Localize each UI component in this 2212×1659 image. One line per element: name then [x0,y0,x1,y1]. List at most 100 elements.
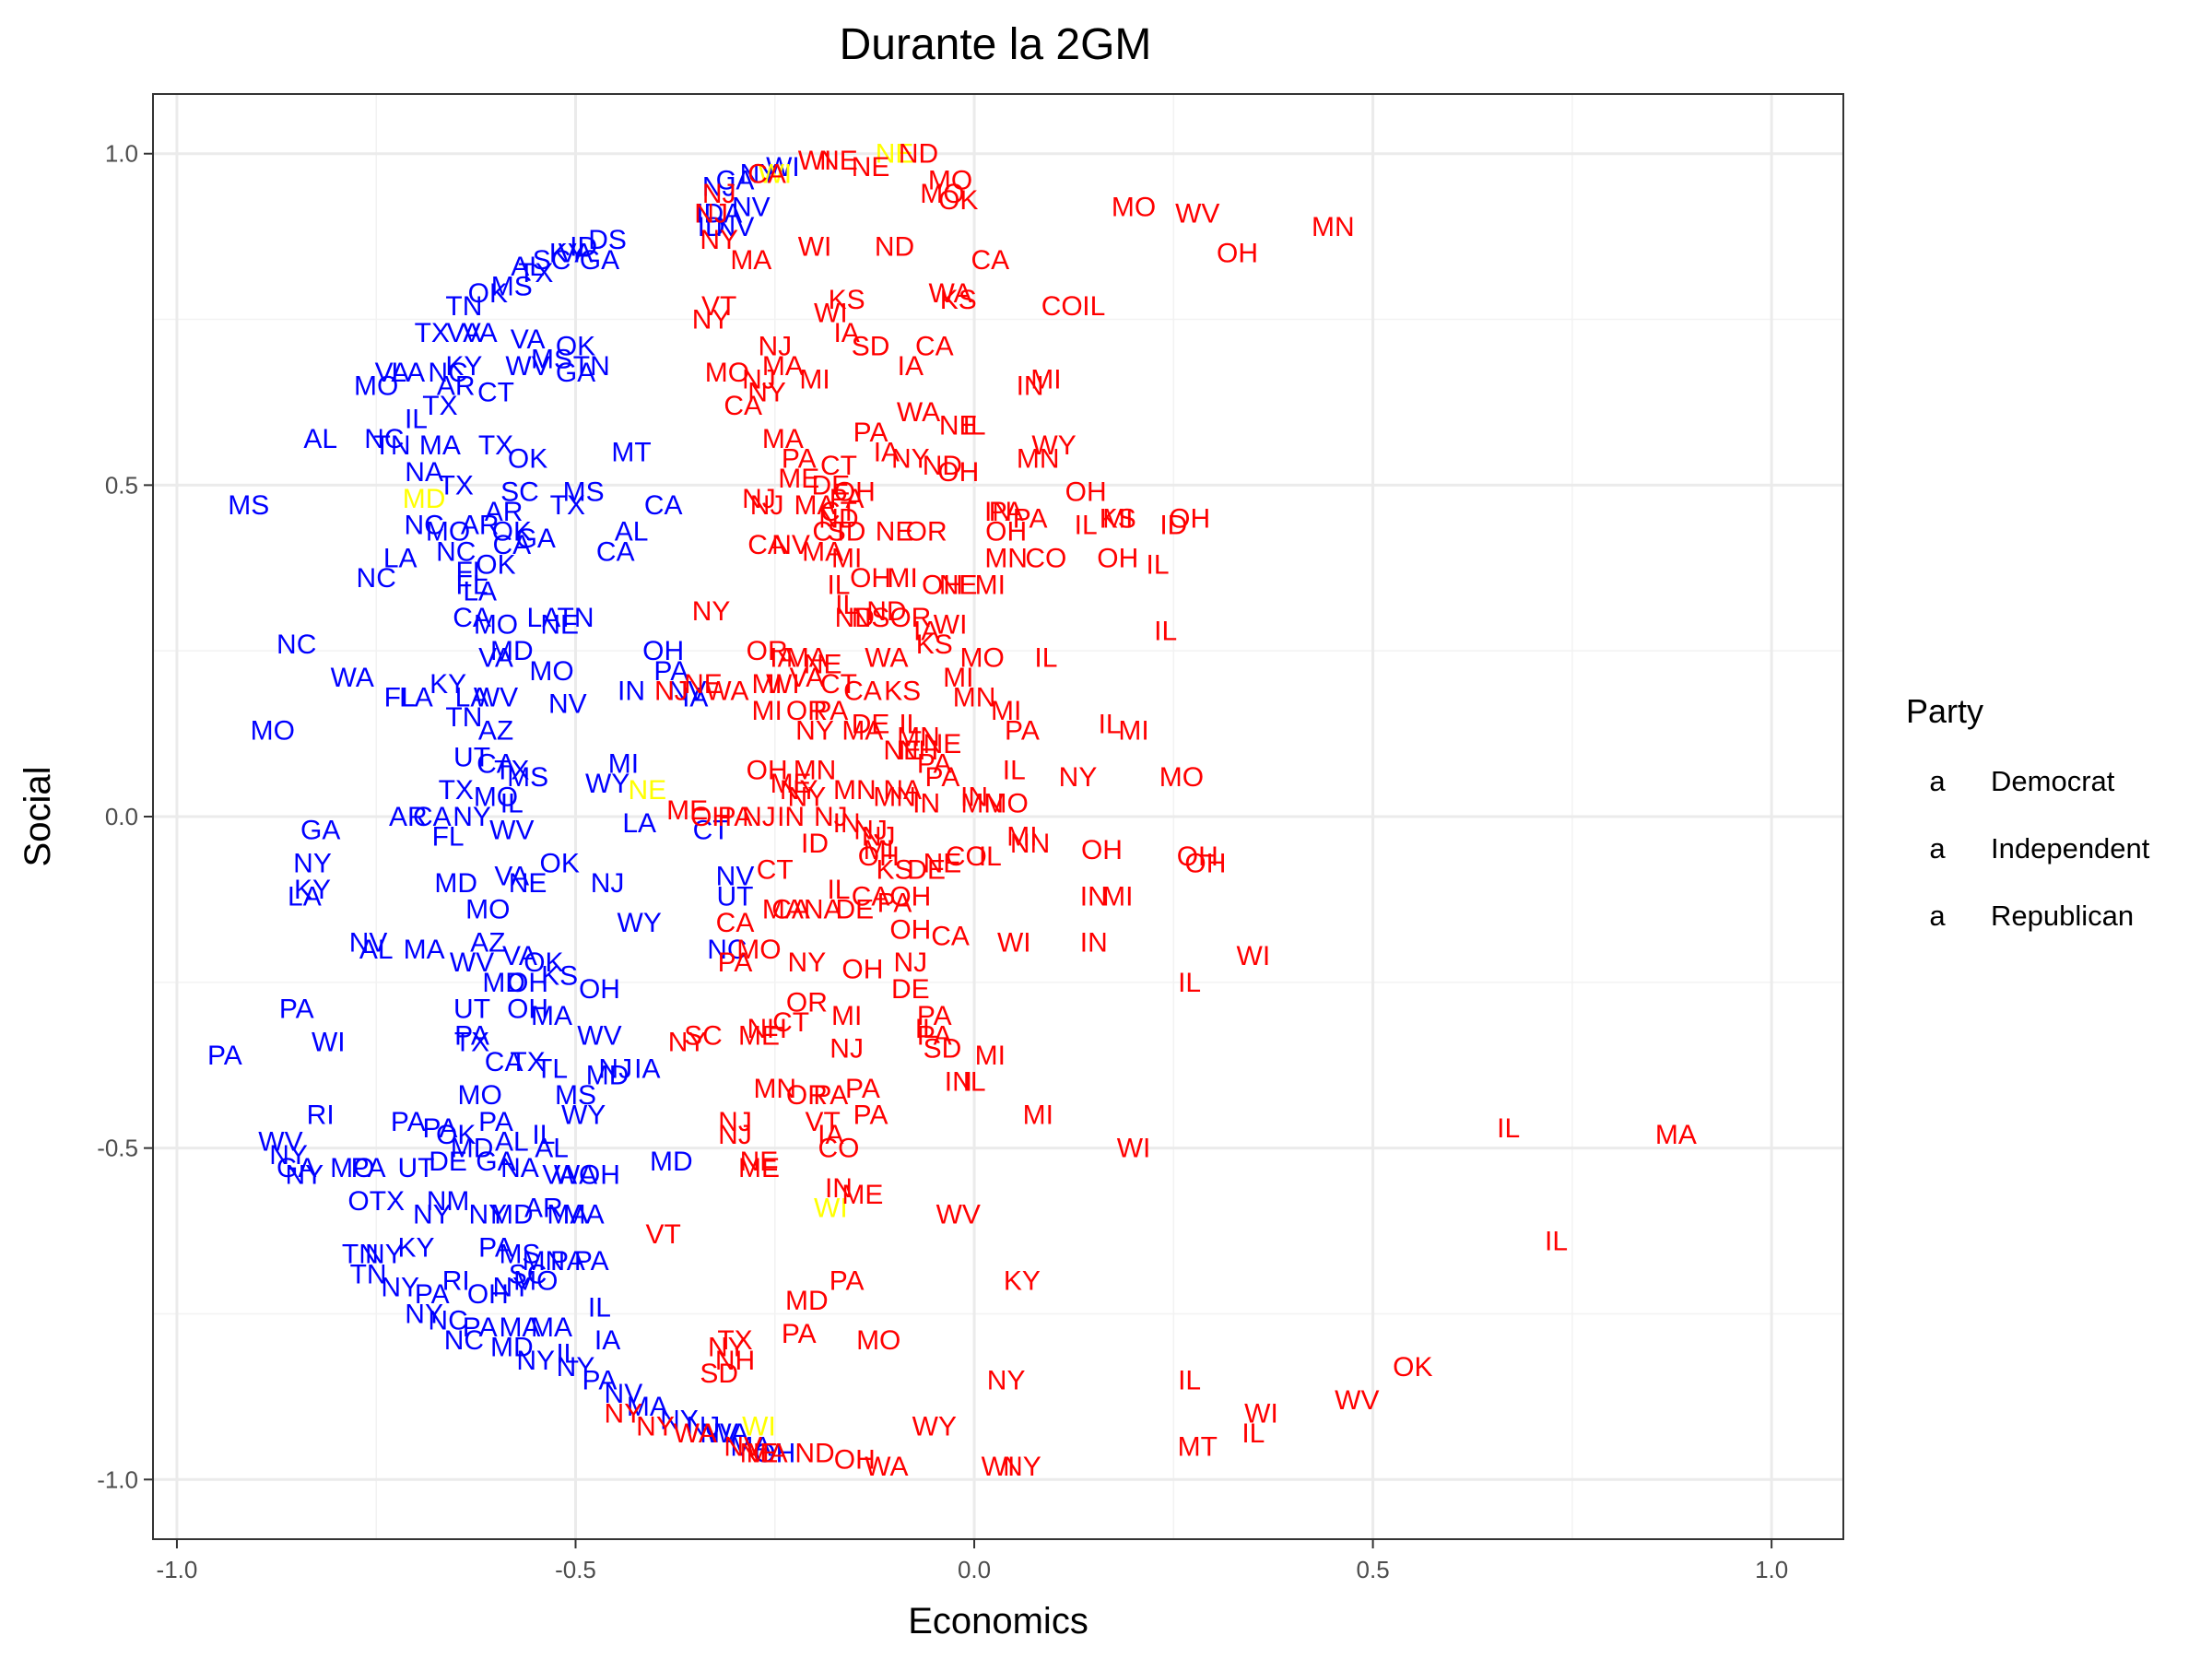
point-label: PA [845,1074,880,1104]
point-label: LA [288,881,322,912]
legend-label: Democrat [1991,765,2115,797]
point-label: MI [1102,503,1133,534]
point-label: MI [975,1041,1006,1071]
y-tick-label: 0.5 [105,471,138,499]
point-label: WA [705,676,748,706]
point-label: CO [1041,291,1083,322]
point-label: NY [468,1200,507,1230]
point-label: DE [429,1147,467,1177]
point-label: MA [762,424,804,454]
point-label: NY [269,1140,308,1171]
point-label: NA [804,895,842,925]
point-label: NA [405,457,443,488]
point-label: OH [850,563,891,594]
point-label: NC [436,536,476,567]
point-label: AL [535,1134,569,1164]
point-label: NY [788,782,827,812]
point-label: NE [740,1147,779,1177]
point-label: NE [684,669,723,700]
point-label: GA [276,1153,316,1183]
point-label: VA [502,941,537,971]
point-label: ME [666,795,708,826]
point-label: VT [701,291,736,322]
point-label: IN [825,1173,853,1204]
point-label: LA [391,358,425,388]
point-label: NJ [742,802,776,832]
point-label: CA [492,530,531,560]
point-label: NV [700,1418,738,1449]
x-axis: -1.0 -0.5 0.0 0.5 1.0 [157,1539,1788,1583]
point-label: MO [920,179,964,209]
point-label: KY [1004,1265,1041,1296]
point-label: NE [939,411,978,441]
point-label: RI [442,1265,470,1296]
point-label: NJ [694,198,728,229]
point-label: AZ [478,715,513,746]
point-label: NY [700,225,738,255]
point-label: OH [858,841,900,872]
point-label: IN [984,497,1012,527]
point-label: OR [747,636,788,666]
point-label: TX [454,1028,489,1058]
point-label: MO [705,358,749,388]
point-label: SD [924,1034,962,1065]
point-label: IL [979,841,1002,872]
point-label: OH [834,477,876,508]
point-label: MA [563,1200,605,1230]
point-label: NJ [862,822,896,853]
point-label: NJ [742,484,776,514]
point-label: MD [650,1147,693,1177]
point-label: PA [351,1153,386,1183]
point-label: OR [786,987,828,1018]
point-label: MO [960,642,1005,673]
point-label: OR [786,1080,828,1111]
point-label: FL [432,822,465,853]
point-label: NE [509,868,547,899]
point-label: NY [405,1299,443,1329]
point-label: NY [365,1240,404,1270]
point-label: WV [505,351,549,382]
point-label: IA [913,617,939,647]
point-label: CT [693,815,730,845]
point-label: MI [1030,364,1061,394]
y-tick-label: -0.5 [97,1135,138,1162]
point-label: MA [747,1438,788,1468]
legend-key: a [1929,832,1946,865]
point-label: IN [945,1067,972,1098]
point-label: NJ [654,676,688,706]
point-label: KS [940,285,977,315]
point-label: NY [660,1406,699,1436]
point-label: PA [550,1246,585,1277]
point-label: OH [507,994,548,1025]
point-label: IL [827,875,850,905]
point-label: IL [500,789,524,819]
point-label: MN [897,723,940,753]
point-label: WI [814,1193,848,1223]
point-label: MA [762,895,804,925]
point-label: VA [478,642,513,673]
point-label: SC [500,477,539,508]
point-label: MS [228,490,269,521]
point-label: PA [463,1312,498,1343]
point-label: OH [889,914,931,945]
legend-key: a [1929,900,1946,932]
point-label: IL [556,1339,579,1370]
point-label: GA [476,1147,515,1177]
point-label: IN [912,789,940,819]
point-label: RI [307,1100,335,1131]
point-label: PA [1013,503,1048,534]
point-label: IA [833,318,859,348]
point-label: OH [1065,477,1107,508]
point-label: OTX [347,1186,405,1217]
point-label: KY [397,1233,434,1264]
point-label: NJ [750,490,784,521]
point-label: IN [618,676,645,706]
point-label: NC [364,424,404,454]
point-label: VT [645,1219,680,1250]
point-label: MD [403,484,446,514]
point-label: DE [852,709,890,739]
legend-key: a [1929,765,1946,797]
point-label: WI [982,1452,1016,1482]
point-label: NC [428,358,467,388]
point-label: ME [738,1153,780,1183]
